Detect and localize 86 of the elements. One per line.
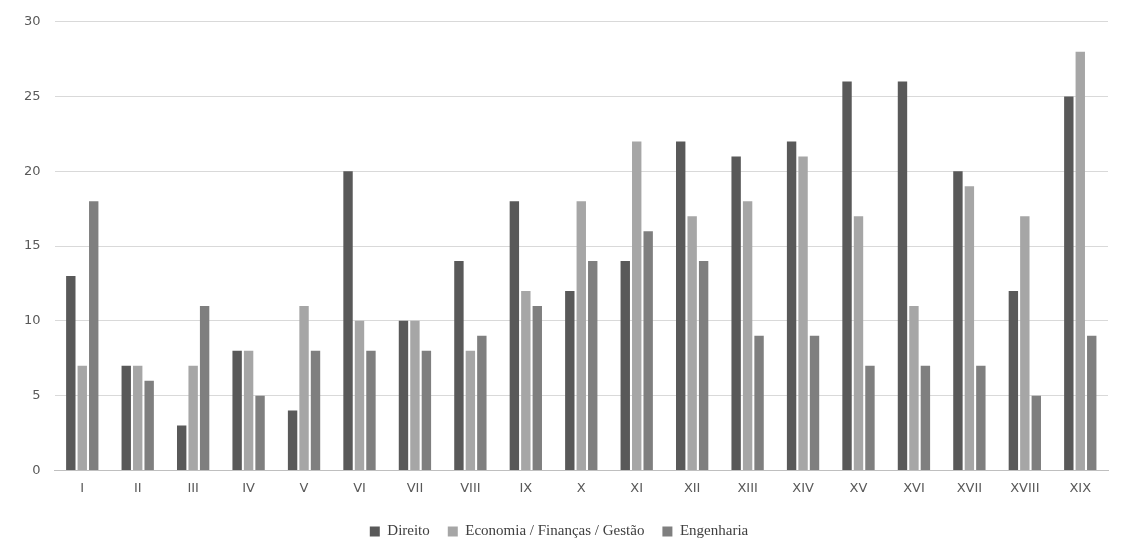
bar bbox=[920, 365, 931, 470]
bar bbox=[188, 365, 198, 470]
bar bbox=[676, 141, 686, 470]
bar bbox=[299, 305, 309, 470]
x-tick-label: II bbox=[133, 479, 142, 495]
bar bbox=[1064, 96, 1074, 470]
bar bbox=[754, 335, 764, 470]
bar bbox=[786, 141, 797, 470]
bar bbox=[532, 305, 542, 470]
x-tick-label: XIX bbox=[1069, 479, 1092, 495]
legend-label: Engenharia bbox=[679, 522, 749, 539]
x-tick-label: XIII bbox=[737, 479, 758, 495]
y-tick-label: 15 bbox=[24, 237, 41, 253]
bar bbox=[243, 350, 254, 470]
bar bbox=[398, 320, 409, 470]
bar bbox=[798, 156, 808, 470]
bar bbox=[576, 201, 586, 470]
x-tick-label: XII bbox=[683, 479, 701, 495]
bar bbox=[853, 216, 864, 470]
bar bbox=[121, 365, 131, 470]
bar bbox=[620, 261, 630, 470]
bar bbox=[643, 231, 653, 470]
bar bbox=[287, 410, 298, 470]
y-tick-label: 0 bbox=[32, 461, 41, 477]
x-tick-label: IV bbox=[242, 479, 256, 495]
legend-label: Direito bbox=[387, 522, 430, 539]
bar bbox=[865, 365, 875, 470]
x-tick-label: VI bbox=[353, 479, 366, 495]
bar bbox=[632, 141, 642, 470]
x-tick-label: XIV bbox=[792, 479, 814, 495]
bar bbox=[698, 261, 709, 470]
bar bbox=[909, 305, 919, 470]
y-tick-label: 10 bbox=[24, 312, 41, 328]
bar bbox=[565, 290, 575, 470]
x-tick-label: VII bbox=[406, 479, 424, 495]
bar bbox=[687, 216, 697, 470]
bar bbox=[742, 201, 753, 470]
bar bbox=[310, 350, 321, 470]
bar bbox=[354, 320, 365, 470]
bar bbox=[144, 380, 154, 470]
bar bbox=[1020, 216, 1030, 470]
bar bbox=[964, 186, 975, 470]
x-tick-label: XVI bbox=[903, 479, 925, 495]
bar bbox=[1087, 335, 1097, 470]
bar bbox=[465, 350, 476, 470]
legend-label: Economia / Finanças / Gestão bbox=[465, 522, 645, 539]
bar bbox=[521, 290, 531, 470]
bar bbox=[842, 81, 852, 470]
bar bbox=[255, 395, 265, 470]
bar bbox=[509, 201, 520, 470]
x-tick-label: XVII bbox=[956, 479, 983, 495]
bar bbox=[421, 350, 432, 470]
x-tick-label: X bbox=[576, 479, 586, 495]
x-tick-label: V bbox=[299, 479, 309, 495]
bar bbox=[77, 365, 87, 470]
y-tick-label: 20 bbox=[24, 162, 41, 178]
bar bbox=[454, 261, 464, 470]
bar bbox=[133, 365, 143, 470]
bar bbox=[1075, 51, 1085, 470]
bar bbox=[1008, 290, 1019, 470]
x-tick-label: III bbox=[187, 479, 199, 495]
bar bbox=[953, 171, 963, 470]
bar bbox=[66, 276, 76, 470]
bar bbox=[1031, 395, 1041, 470]
bar bbox=[177, 425, 187, 470]
bar bbox=[232, 350, 242, 470]
x-tick-label: XI bbox=[630, 479, 644, 495]
bar bbox=[809, 335, 820, 470]
bar bbox=[477, 335, 487, 470]
bar bbox=[199, 305, 210, 470]
bar bbox=[588, 261, 598, 470]
y-tick-label: 30 bbox=[24, 13, 41, 29]
bar bbox=[976, 365, 986, 470]
x-tick-label: I bbox=[80, 479, 85, 495]
bar bbox=[731, 156, 741, 470]
x-tick-label: XV bbox=[849, 479, 868, 495]
y-tick-label: 25 bbox=[24, 87, 41, 103]
bar bbox=[89, 201, 99, 470]
x-tick-label: IX bbox=[519, 479, 533, 495]
bar bbox=[897, 81, 908, 470]
bar bbox=[410, 320, 420, 470]
bar bbox=[343, 171, 353, 470]
x-tick-label: XVIII bbox=[1010, 479, 1040, 495]
y-tick-label: 5 bbox=[32, 387, 41, 403]
bar bbox=[366, 350, 376, 470]
x-tick-label: VIII bbox=[460, 479, 481, 495]
